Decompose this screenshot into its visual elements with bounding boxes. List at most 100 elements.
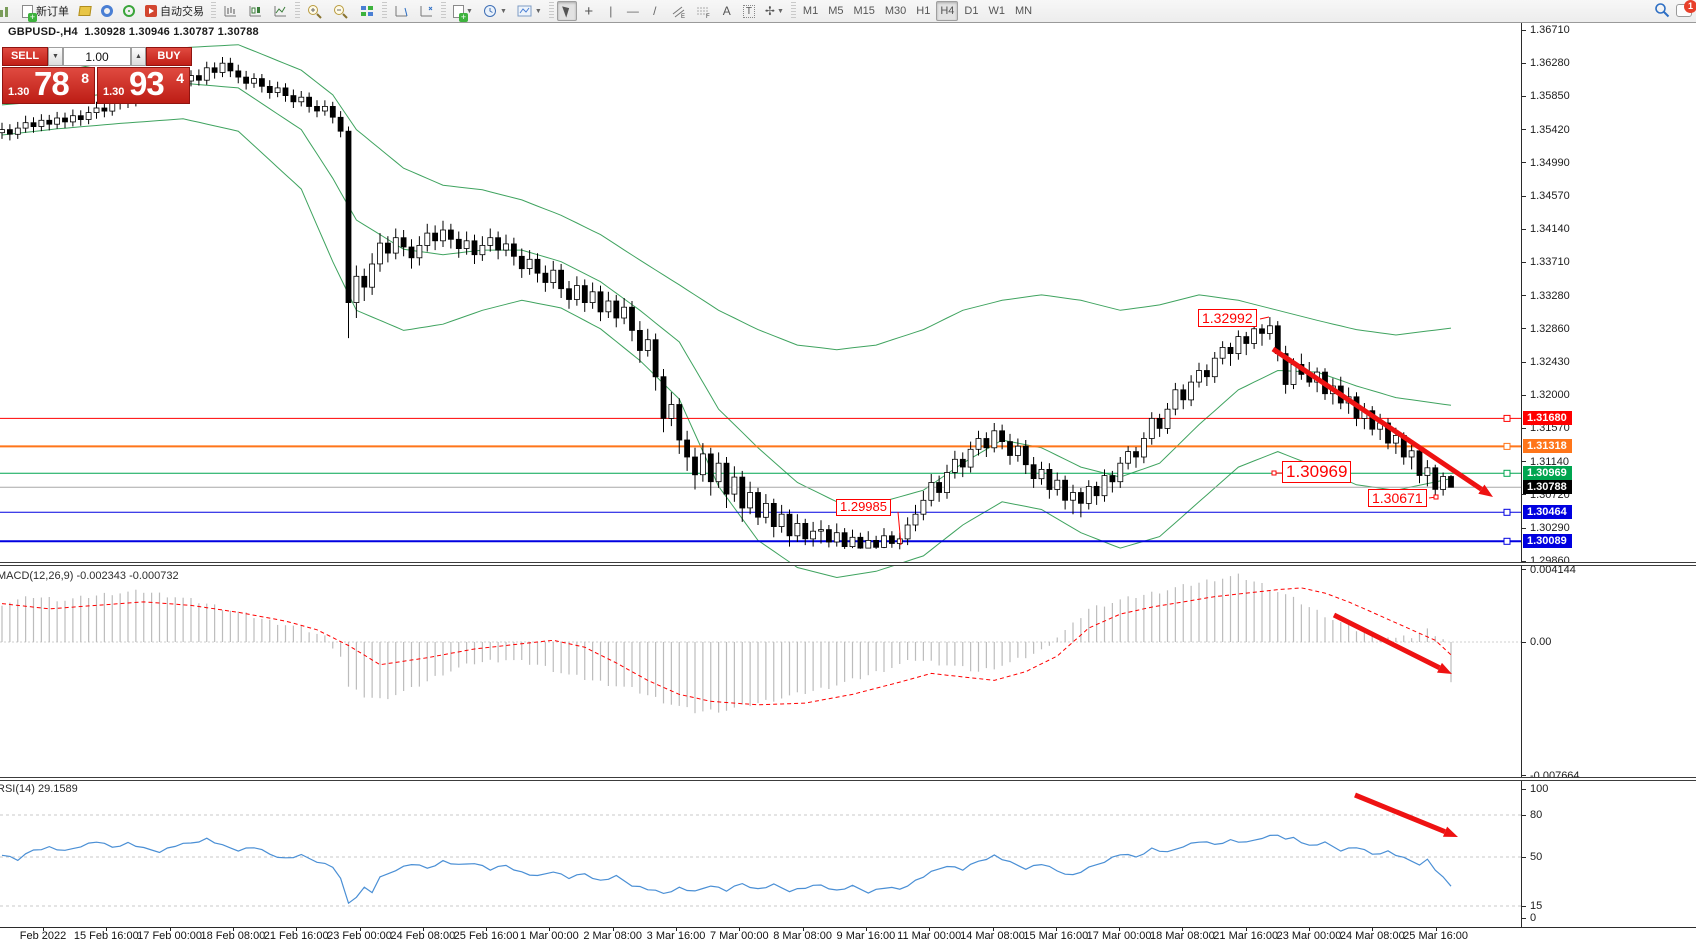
candle-body bbox=[393, 238, 398, 253]
candle-body bbox=[63, 118, 68, 122]
price-tick-1.34140: 1.34140 bbox=[1522, 223, 1570, 235]
candle-body bbox=[196, 76, 201, 81]
price-callout-1.30969[interactable]: 1.30969 bbox=[1282, 461, 1351, 483]
toolbar-right: 1 bbox=[1654, 2, 1692, 18]
candle-body bbox=[866, 540, 871, 548]
timeframe-button-m1[interactable]: M1 bbox=[799, 1, 822, 21]
price-badge-1.30464[interactable]: 1.30464 bbox=[1523, 505, 1572, 519]
cursor-tool-button[interactable] bbox=[557, 1, 577, 21]
trendline-tool-button[interactable]: / bbox=[645, 1, 665, 21]
candle-body bbox=[960, 459, 965, 467]
price-badge-1.30969[interactable]: 1.30969 bbox=[1523, 466, 1572, 480]
hline-handle-1.31318[interactable] bbox=[1504, 443, 1510, 449]
templates-dropdown[interactable]: ▼ bbox=[513, 1, 546, 21]
timeframe-button-w1[interactable]: W1 bbox=[984, 1, 1009, 21]
timeframe-button-m5[interactable]: M5 bbox=[824, 1, 847, 21]
timeframe-button-h1[interactable]: H1 bbox=[912, 1, 934, 21]
line-chart-button[interactable] bbox=[269, 1, 292, 21]
snap-chart-button[interactable] bbox=[415, 1, 438, 21]
trend-arrow-rsi[interactable] bbox=[1355, 795, 1445, 832]
hline-handle-1.31680[interactable] bbox=[1504, 415, 1510, 421]
arrows-tool-dropdown[interactable]: ✢▼ bbox=[761, 1, 788, 21]
candle-body bbox=[480, 245, 485, 254]
time-label-9-Mar-16-00: 9 Mar 16:00 bbox=[837, 930, 896, 942]
pane-separator-rsi[interactable] bbox=[0, 777, 1696, 781]
search-icon[interactable] bbox=[1654, 2, 1670, 18]
auto-trading-button[interactable]: 自动交易 bbox=[141, 1, 208, 21]
tile-windows-button[interactable] bbox=[355, 1, 379, 21]
candle-body bbox=[1094, 486, 1099, 495]
chart-partial-icon bbox=[0, 1, 16, 21]
candle-body bbox=[976, 439, 981, 450]
sell-button[interactable]: SELL bbox=[2, 47, 48, 66]
candle-body bbox=[811, 531, 816, 539]
timeframe-button-mn[interactable]: MN bbox=[1011, 1, 1036, 21]
new-chart-dropdown[interactable]: ▼ bbox=[449, 1, 477, 21]
volume-input[interactable] bbox=[63, 47, 131, 66]
candle-body bbox=[1086, 486, 1091, 503]
hline-tool-button[interactable]: — bbox=[623, 1, 643, 21]
notifications-icon[interactable]: 1 bbox=[1676, 4, 1692, 17]
candle-body bbox=[653, 340, 658, 377]
candle-body bbox=[1417, 451, 1422, 476]
timeframe-button-h4[interactable]: H4 bbox=[936, 1, 958, 21]
sell-price-box[interactable]: 1.30 78 8 bbox=[2, 67, 95, 104]
vline-tool-button[interactable]: | bbox=[601, 1, 621, 21]
profiles-dropdown[interactable]: ▼ bbox=[479, 1, 511, 21]
candle-body bbox=[496, 238, 501, 250]
candle-body bbox=[1393, 435, 1398, 443]
candle-body bbox=[921, 500, 926, 514]
price-callout-1.30671[interactable]: 1.30671 bbox=[1368, 489, 1427, 507]
candle-body bbox=[1433, 468, 1438, 490]
price-badge-1.31680[interactable]: 1.31680 bbox=[1523, 411, 1572, 425]
hline-handle-1.30089[interactable] bbox=[1504, 538, 1510, 544]
price-badge-1.30089[interactable]: 1.30089 bbox=[1523, 534, 1572, 548]
candle-chart-button[interactable] bbox=[244, 1, 267, 21]
new-order-button[interactable]: 新订单 bbox=[18, 1, 73, 21]
hline-handle-1.30464[interactable] bbox=[1504, 509, 1510, 515]
new-order-icon bbox=[22, 5, 33, 18]
candle-body bbox=[842, 533, 847, 547]
candle-body bbox=[1252, 329, 1257, 344]
auto-arrange-button[interactable] bbox=[390, 1, 413, 21]
candle-body bbox=[693, 457, 698, 475]
label-tool-button[interactable]: T bbox=[739, 1, 759, 21]
candle-body bbox=[1165, 409, 1170, 428]
price-callout-1.29985[interactable]: 1.29985 bbox=[836, 499, 891, 516]
time-label-17-Mar-00-00: 17 Mar 00:00 bbox=[1087, 930, 1152, 942]
zoom-in-button[interactable] bbox=[303, 1, 327, 21]
one-click-trading-widget: SELL ▼ ▲ BUY 1.30 78 8 1.30 93 4 bbox=[2, 47, 192, 104]
crosshair-tool-button[interactable]: + bbox=[579, 1, 599, 21]
market-button[interactable] bbox=[97, 1, 117, 21]
candle-body bbox=[1409, 451, 1414, 457]
signals-button[interactable] bbox=[119, 1, 139, 21]
timeframe-button-d1[interactable]: D1 bbox=[960, 1, 982, 21]
channel-tool-button[interactable]: E bbox=[667, 1, 690, 21]
buy-price-box[interactable]: 1.30 93 4 bbox=[97, 67, 190, 104]
price-callout-1.32992[interactable]: 1.32992 bbox=[1198, 309, 1257, 327]
timeframe-button-m15[interactable]: M15 bbox=[849, 1, 878, 21]
price-badge-1.31318[interactable]: 1.31318 bbox=[1523, 439, 1572, 453]
candle-body bbox=[315, 106, 320, 111]
trend-arrow-macd[interactable] bbox=[1334, 615, 1439, 668]
toolbar-grip bbox=[441, 2, 446, 20]
zoom-out-button[interactable] bbox=[329, 1, 353, 21]
text-tool-button[interactable]: A bbox=[717, 1, 737, 21]
bar-chart-button[interactable] bbox=[219, 1, 242, 21]
timeframe-button-m30[interactable]: M30 bbox=[881, 1, 910, 21]
pane-separator-macd[interactable] bbox=[0, 562, 1696, 566]
buy-button[interactable]: BUY bbox=[146, 47, 192, 66]
fibonacci-tool-button[interactable]: F bbox=[692, 1, 715, 21]
hline-handle-1.30969[interactable] bbox=[1504, 470, 1510, 476]
current-price-badge[interactable]: 1.30788 bbox=[1523, 480, 1572, 494]
candle-body bbox=[716, 463, 721, 482]
volume-decrease-button[interactable]: ▼ bbox=[48, 47, 63, 66]
package-button[interactable] bbox=[75, 1, 95, 21]
price-tick-1.35420: 1.35420 bbox=[1522, 124, 1570, 136]
volume-increase-button[interactable]: ▲ bbox=[131, 47, 146, 66]
candle-body bbox=[819, 530, 824, 532]
